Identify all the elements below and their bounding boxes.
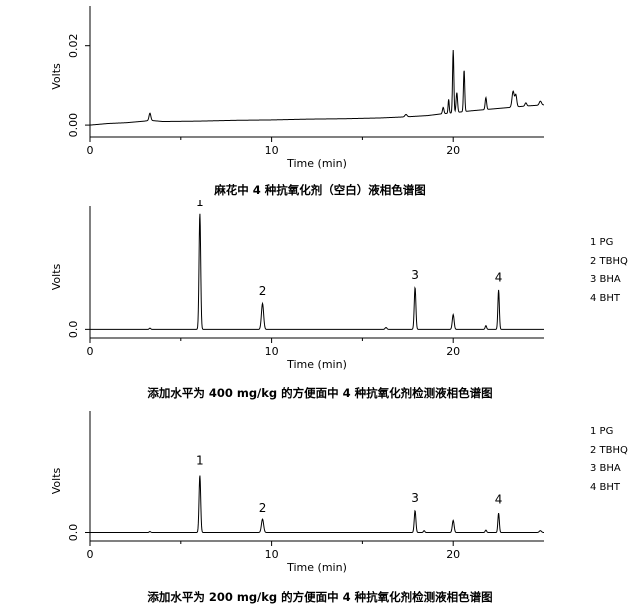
chart-3-x-tick-label: 0 [87,548,94,561]
chart-3-x-tick-label: 20 [446,548,460,561]
chart-3-caption: 添加水平为 200 mg/kg 的方便面中 4 种抗氧化剂检测液相色谱图 [147,590,493,604]
chart-2-plot: 0 10 20 0.0 Time (min) Volts 1 2 3 4 [50,200,544,371]
chart-1-y-tick-label: 0.02 [67,33,80,58]
chart-3-y-tick-label: 0.0 [67,524,80,542]
chart-3-legend-item-tbhq: 2 TBHQ [590,444,628,456]
chart-3-peak-label: 4 [495,492,503,506]
chart-2-peak-label: 2 [259,284,267,298]
chart-2-legend-item-bht: 4 BHT [590,292,621,304]
chart-1-plot: 0 10 20 0.00 0.02 Time (min) Volts [50,6,544,170]
chart-1-caption: 麻花中 4 种抗氧化剂（空白）液相色谱图 [214,183,426,197]
chart-2-x-tick-label: 20 [446,345,460,358]
chart-2-y-axis-title: Volts [50,263,63,290]
chart-3-legend-item-bha: 3 BHA [590,463,621,474]
chart-1-y-axis-title: Volts [50,63,63,90]
chart-3-legend: 1 PG 2 TBHQ 3 BHA 4 BHT [590,423,628,497]
chart-2-peak-label: 4 [495,270,503,284]
chart-2-peak-label: 1 [196,200,204,209]
chart-3-legend-item-pg: 1 PG [590,426,614,437]
chart-2-legend-item-bha: 3 BHA [590,274,621,285]
chart-3-legend-item-bht: 4 BHT [590,481,621,493]
chart-2-caption: 添加水平为 400 mg/kg 的方便面中 4 种抗氧化剂检测液相色谱图 [147,386,493,400]
chart-1-y-tick-label: 0.00 [67,113,80,138]
chart-2-legend: 1 PG 2 TBHQ 3 BHA 4 BHT [590,234,628,308]
chart-2-y-tick-label: 0.0 [67,321,80,339]
chart-2-x-tick-label: 0 [87,345,94,358]
chart-3-y-axis-title: Volts [50,467,63,494]
chart-1-signal-trace [89,50,544,126]
chart-2-peak-label: 3 [411,268,419,282]
chart-3-plot: 0 10 20 0.0 Time (min) Volts 1 2 3 4 [50,411,545,574]
chart-2-signal-trace [90,213,544,330]
chart-3-x-axis-title: Time (min) [286,561,347,574]
chart-3-signal-trace [90,475,545,533]
chart-2-x-tick-label: 10 [265,345,279,358]
chart-1-x-tick-label: 0 [87,144,94,157]
chart-3-x-tick-label: 10 [265,548,279,561]
chart-2-legend-item-tbhq: 2 TBHQ [590,255,628,267]
chart-1-x-tick-label: 10 [265,144,279,157]
chart-3-peak-label: 3 [411,491,419,505]
chart-1-x-axis-title: Time (min) [286,157,347,170]
chart-2-legend-item-pg: 1 PG [590,237,614,248]
chart-3-peak-label: 2 [259,501,267,515]
chart-3-peak-label: 1 [196,453,204,467]
chart-1-x-tick-label: 20 [446,144,460,157]
chart-2-x-axis-title: Time (min) [286,358,347,371]
